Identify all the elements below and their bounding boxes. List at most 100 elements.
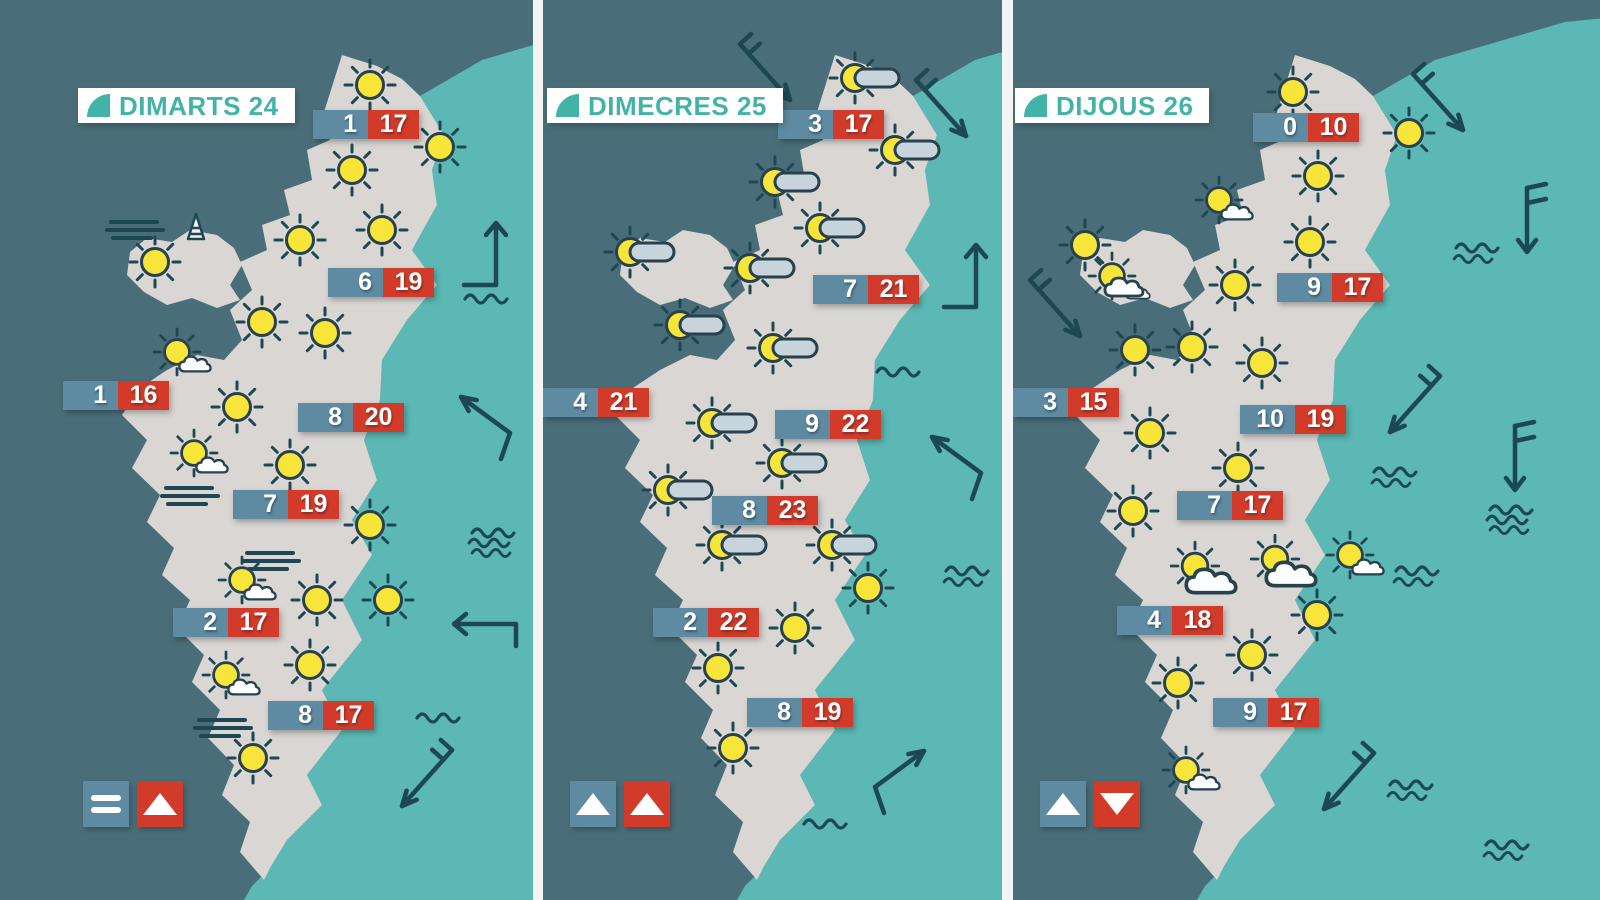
temp-min-value: 2 xyxy=(203,608,217,636)
sun-icon xyxy=(1266,65,1320,119)
sun-icon xyxy=(1058,218,1112,272)
sun-icon xyxy=(283,638,337,692)
sun-icon xyxy=(235,295,289,349)
temp-max-cell: 22 xyxy=(708,608,759,637)
temp-min-cell: 7 xyxy=(1177,491,1232,520)
temp-min-value: 9 xyxy=(805,410,819,438)
temp-max-cell: 19 xyxy=(288,490,339,519)
temp-max-cell: 22 xyxy=(830,410,881,439)
sun-icon xyxy=(1208,258,1262,312)
temp-min-value: 1 xyxy=(93,381,107,409)
sun-icon xyxy=(1151,656,1205,710)
sun-icon xyxy=(1225,628,1279,682)
temp-min-value: 9 xyxy=(1307,273,1321,301)
sun-icon xyxy=(841,561,895,615)
temp-min-cell: 8 xyxy=(712,496,767,525)
temp-min-cell: 7 xyxy=(813,275,868,304)
temperature-badge: 8 20 xyxy=(298,403,404,432)
temp-min-cell: 0 xyxy=(1253,113,1308,142)
sun-icon xyxy=(413,120,467,174)
temp-max-value: 21 xyxy=(879,275,908,303)
temp-min-value: 7 xyxy=(263,490,277,518)
trend-up-icon xyxy=(143,793,177,815)
temp-max-value: 10 xyxy=(1319,113,1348,141)
sun-icon xyxy=(768,601,822,655)
temp-min-cell: 3 xyxy=(1013,388,1068,417)
temp-min-value: 4 xyxy=(573,388,587,416)
channel-logo-icon xyxy=(556,94,579,117)
sun-icon xyxy=(1235,336,1289,390)
sun-icon xyxy=(298,306,352,360)
sun-icon xyxy=(1291,149,1345,203)
temp-max-cell: 21 xyxy=(868,275,919,304)
sun-icon xyxy=(361,573,415,627)
temp-min-cell: 4 xyxy=(543,388,598,417)
forecast-panel-dimecres: DIMECRES 25 3 17 7 21 4 21 9 22 8 23 2 22 8 19 xyxy=(543,0,1002,900)
temperature-trend-legend xyxy=(83,781,183,827)
temp-min-value: 8 xyxy=(777,698,791,726)
temperature-badge: 7 19 xyxy=(233,490,339,519)
temp-max-value: 17 xyxy=(1343,273,1372,301)
temperature-trend-legend xyxy=(1040,781,1140,827)
temp-max-value: 21 xyxy=(609,388,638,416)
temp-max-cell: 17 xyxy=(1268,698,1319,727)
temp-min-cell: 7 xyxy=(233,490,288,519)
sun-icon xyxy=(273,213,327,267)
temp-min-value: 0 xyxy=(1283,113,1297,141)
panel-divider xyxy=(533,0,543,900)
sun-icon xyxy=(210,380,264,434)
temp-max-value: 17 xyxy=(379,110,408,138)
sun-icon xyxy=(706,721,760,775)
day-title-box: DIJOUS 26 xyxy=(1015,88,1210,123)
sun-icon xyxy=(128,235,182,289)
trend-max-box xyxy=(137,781,183,827)
temperature-badge: 1 16 xyxy=(63,381,169,410)
temperature-badge: 9 22 xyxy=(775,410,881,439)
trend-min-box xyxy=(570,781,616,827)
sun-haze-icon xyxy=(655,300,724,350)
temp-min-cell: 4 xyxy=(1117,606,1172,635)
channel-logo-icon xyxy=(1024,94,1047,117)
trend-max-box xyxy=(624,781,670,827)
temp-min-value: 8 xyxy=(298,701,312,729)
temp-min-value: 7 xyxy=(1207,491,1221,519)
temperature-badge: 3 17 xyxy=(778,110,884,139)
trend-up-icon xyxy=(1046,793,1080,815)
temperature-trend-legend xyxy=(570,781,670,827)
temperature-badge: 2 22 xyxy=(653,608,759,637)
temp-max-cell: 23 xyxy=(767,496,818,525)
temp-max-cell: 15 xyxy=(1068,388,1119,417)
day-title-box: DIMARTS 24 xyxy=(78,88,295,123)
temp-max-value: 17 xyxy=(334,701,363,729)
temp-min-value: 3 xyxy=(808,110,822,138)
temp-max-value: 17 xyxy=(1243,491,1272,519)
temp-max-value: 22 xyxy=(841,410,870,438)
trend-max-box xyxy=(1094,781,1140,827)
wind-arrow-icon xyxy=(1030,270,1080,336)
temperature-badge: 7 17 xyxy=(1177,491,1283,520)
temp-max-value: 19 xyxy=(1306,405,1335,433)
sun-icon xyxy=(1106,484,1160,538)
temperature-badge: 3 15 xyxy=(1013,388,1119,417)
sun-icon xyxy=(226,731,280,785)
temp-max-value: 23 xyxy=(778,496,807,524)
sun-icon xyxy=(1123,406,1177,460)
sun-cloud-icon xyxy=(154,329,211,375)
temp-min-cell: 6 xyxy=(328,268,383,297)
temp-min-cell: 1 xyxy=(63,381,118,410)
temp-max-value: 20 xyxy=(364,403,393,431)
temp-max-cell: 17 xyxy=(368,110,419,139)
forecast-panel-dijous: DIJOUS 26 0 10 9 17 3 15 10 19 7 17 4 18 9 17 xyxy=(1013,0,1600,900)
trend-min-box xyxy=(83,781,129,827)
temp-max-value: 19 xyxy=(299,490,328,518)
temp-min-value: 2 xyxy=(683,608,697,636)
temp-max-cell: 17 xyxy=(1232,491,1283,520)
temp-max-cell: 20 xyxy=(353,403,404,432)
sun-icon xyxy=(1283,215,1337,269)
sun-icon xyxy=(263,438,317,492)
day-title-box: DIMECRES 25 xyxy=(547,88,783,123)
temp-min-cell: 9 xyxy=(775,410,830,439)
temp-max-cell: 16 xyxy=(118,381,169,410)
temp-max-cell: 17 xyxy=(228,608,279,637)
temp-min-value: 8 xyxy=(328,403,342,431)
